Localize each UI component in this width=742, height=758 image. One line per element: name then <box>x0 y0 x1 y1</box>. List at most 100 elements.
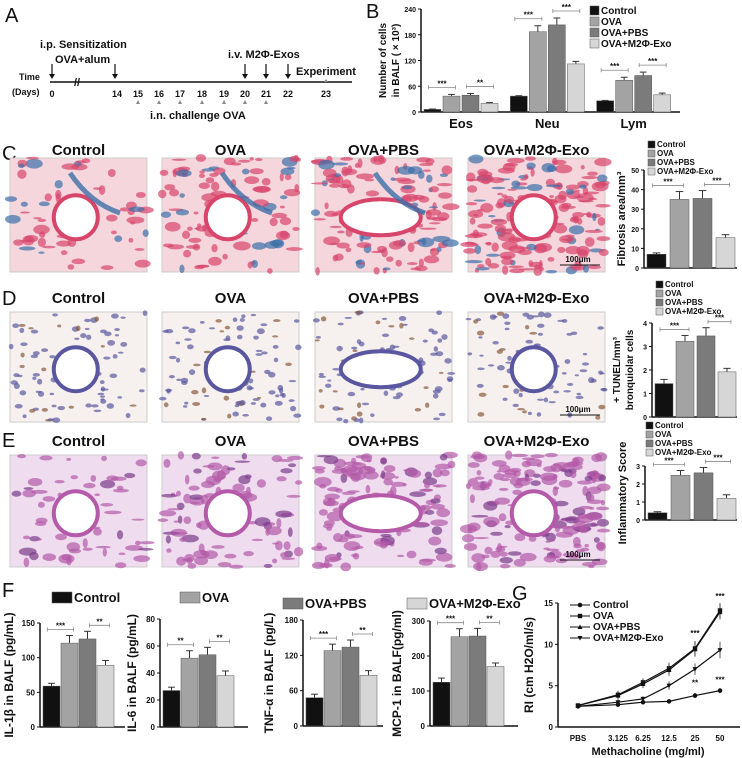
tissue-texture <box>519 552 537 562</box>
tissue-texture <box>357 402 362 409</box>
tissue-texture <box>402 323 408 326</box>
tissue-texture <box>428 222 441 225</box>
tissue-texture <box>279 172 284 182</box>
legend-label: OVA+M2Φ-Exo <box>593 633 664 644</box>
tissue-texture <box>37 237 47 247</box>
tissue-texture <box>380 533 392 538</box>
arrow-head-icon <box>285 74 291 79</box>
legend-swatch <box>589 27 600 38</box>
tissue-texture <box>272 335 279 338</box>
tissue-texture <box>322 168 337 178</box>
tissue-texture <box>474 245 482 255</box>
tissue-texture <box>549 195 554 199</box>
tissue-texture <box>395 259 402 267</box>
significance-label: ** <box>486 614 493 623</box>
tissue-texture <box>521 460 532 468</box>
tissue-texture <box>320 316 327 322</box>
y-axis-label: TNF-α in BALF (pg/L) <box>262 613 276 734</box>
tissue-texture <box>225 335 231 341</box>
tissue-texture <box>439 453 448 461</box>
tissue-texture <box>596 236 611 242</box>
tissue-texture <box>181 380 188 386</box>
tissue-texture <box>492 341 499 345</box>
tissue-texture <box>238 475 251 485</box>
series-line <box>577 649 721 707</box>
tissue-texture <box>584 191 600 195</box>
tissue-texture <box>293 546 304 557</box>
tissue-texture <box>20 201 28 207</box>
tissue-texture <box>280 468 293 474</box>
tissue-texture <box>276 230 291 241</box>
tissue-texture <box>312 318 320 323</box>
tissue-texture <box>116 530 124 540</box>
y-tick-label: 50 <box>631 168 639 175</box>
tissue-texture <box>159 396 167 401</box>
y-tick-label: 60 <box>408 84 416 91</box>
tissue-texture <box>41 348 49 353</box>
tissue-texture <box>22 414 27 419</box>
tissue-texture <box>480 202 494 213</box>
panel-letter-b: B <box>366 1 379 23</box>
tissue-texture <box>377 154 385 164</box>
tissue-texture <box>356 173 374 180</box>
tissue-texture <box>356 411 363 417</box>
tissue-texture <box>217 562 232 568</box>
tissue-texture <box>581 362 590 366</box>
tissue-texture <box>356 242 372 249</box>
tissue-texture <box>327 486 340 492</box>
tissue-texture <box>375 320 381 325</box>
y-tick-label: 2 <box>636 482 640 489</box>
tissue-texture <box>374 541 392 545</box>
tissue-texture <box>175 357 181 363</box>
tissue-texture <box>293 319 300 323</box>
tissue-texture <box>289 155 300 163</box>
tissue-texture <box>473 453 488 463</box>
tissue-texture <box>579 525 590 531</box>
tissue-texture <box>284 174 292 181</box>
tissue-texture <box>142 229 149 237</box>
tissue-texture <box>476 562 482 572</box>
tissue-texture <box>572 195 585 198</box>
histology-group-label: OVA+PBS <box>348 142 419 159</box>
tissue-texture <box>272 558 278 564</box>
tissue-texture <box>401 185 413 190</box>
histology-group-label: OVA <box>215 433 247 450</box>
tissue-texture <box>592 212 597 222</box>
tissue-texture <box>581 175 598 180</box>
tissue-texture <box>329 225 342 229</box>
tissue-texture <box>483 516 500 527</box>
tissue-texture <box>250 402 257 405</box>
tissue-texture <box>394 476 399 479</box>
tissue-texture <box>495 202 504 209</box>
bar <box>442 95 461 113</box>
tissue-texture <box>426 216 438 220</box>
tissue-texture <box>100 503 114 507</box>
arrow-head-icon <box>49 74 55 79</box>
tissue-texture <box>536 398 544 401</box>
tissue-texture <box>176 502 185 510</box>
tissue-texture <box>340 562 352 572</box>
tissue-texture <box>439 469 450 477</box>
tissue-texture <box>340 533 356 540</box>
marker-triangle-down <box>640 696 646 702</box>
tissue-texture <box>112 354 118 359</box>
tissue-texture <box>319 404 325 409</box>
bar <box>646 254 667 269</box>
airway-lumen <box>509 489 558 538</box>
tissue-texture <box>17 453 27 459</box>
tissue-texture <box>552 157 558 166</box>
tissue-texture <box>399 322 404 329</box>
legend-label: OVA <box>655 430 672 439</box>
tissue-texture <box>381 247 388 258</box>
tissue-texture <box>49 355 56 359</box>
tissue-texture <box>224 553 237 559</box>
tissue-texture <box>100 345 105 348</box>
day-label: 21 <box>261 89 271 99</box>
tissue-texture <box>211 545 225 549</box>
tissue-texture <box>332 368 340 371</box>
tissue-texture <box>61 163 80 170</box>
tissue-texture <box>32 351 40 356</box>
airway-lumen <box>203 345 252 394</box>
experiment-label: Experiment <box>296 66 356 78</box>
tissue-texture <box>160 211 172 218</box>
